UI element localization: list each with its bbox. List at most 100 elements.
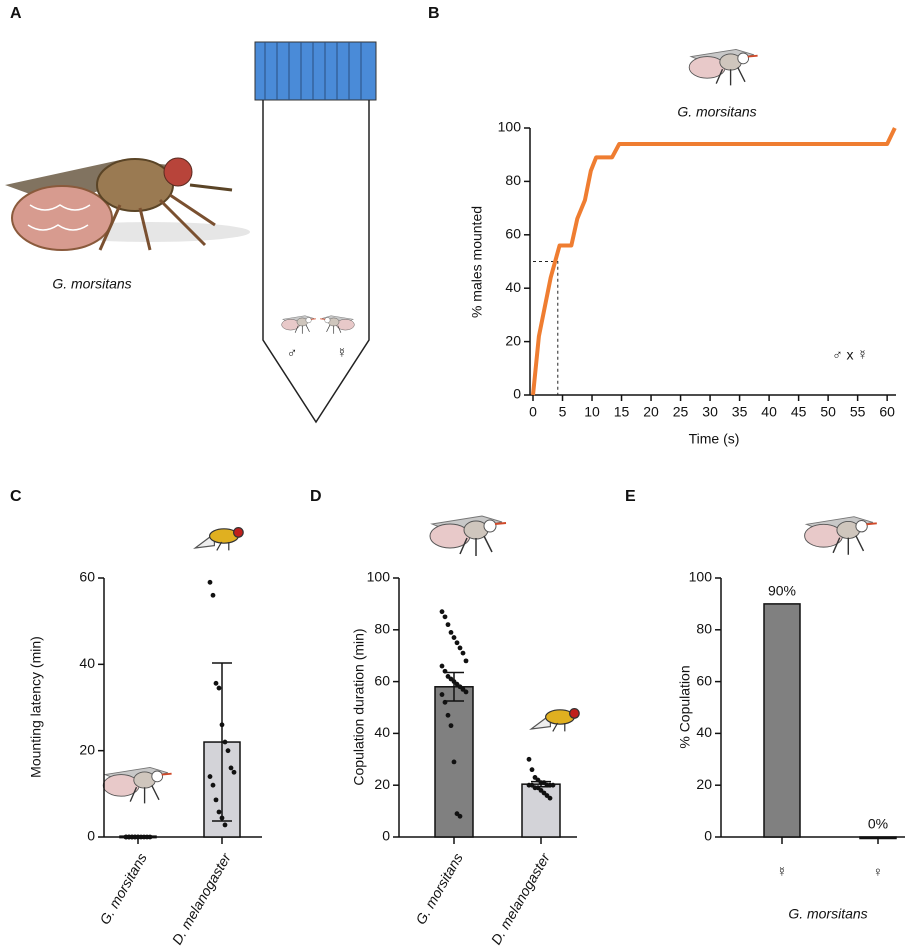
x-tick-label: D. melanogaster [488,849,554,947]
y-axis-label: Mounting latency (min) [28,636,44,778]
data-point [228,765,234,771]
caption: G. morsitans [52,276,131,292]
panel-label: B [428,5,440,22]
data-point [439,609,445,615]
data-point [445,622,451,628]
y-axis-label: Copulation duration (min) [351,628,367,785]
data-point [219,815,225,821]
x-axis-label: G. morsitans [788,906,867,922]
error-bar [212,662,232,822]
data-point [448,629,454,635]
x-tick-label: ☿ [777,864,788,880]
data-point [547,795,553,801]
y-tick-label: 20 [79,741,95,757]
data-point [231,769,237,775]
x-tick-label: D. melanogaster [169,849,235,947]
data-point [439,663,445,669]
x-tick-label: 40 [761,404,777,420]
x-tick-label: 15 [614,404,630,420]
y-tick-label: 80 [696,621,712,637]
data-point [222,739,228,745]
y-tick-label: 40 [374,724,390,740]
y-tick-label: 20 [696,776,712,792]
data-point [526,756,532,762]
x-axis-label: Time (s) [689,431,740,447]
data-point [460,650,466,656]
data-point [225,748,231,754]
x-tick-label: 0 [529,404,537,420]
y-tick-label: 0 [513,386,521,402]
panel-label: C [10,488,22,505]
y-tick-label: 0 [382,828,390,844]
data-point [463,658,469,664]
data-point [457,813,463,819]
data-point [439,692,445,697]
data-point [451,635,457,640]
data-point [213,680,219,686]
data-point [216,809,222,815]
x-tick-label: G. morsitans [96,850,150,927]
y-tick-label: 80 [505,172,521,188]
y-tick-label: 20 [505,332,521,348]
panel-label: A [10,5,22,22]
y-axis-label: % Copulation [677,665,693,748]
x-tick-label: 20 [643,404,659,420]
x-tick-label: 35 [732,404,748,420]
y-tick-label: 40 [696,724,712,740]
x-tick-label: ♀ [873,864,884,880]
y-tick-label: 20 [374,776,390,792]
data-point [210,592,216,598]
data-point [451,759,457,765]
y-tick-label: 100 [689,569,713,585]
sex-symbol: ♂ [287,345,298,361]
panel-label: E [625,488,636,505]
y-tick-label: 60 [505,226,521,242]
panel-label: D [310,488,322,505]
bar [521,783,561,838]
line [531,127,897,396]
data-point [529,767,535,773]
data-point [445,712,451,718]
data-point [222,822,228,828]
fly-photo [5,157,250,251]
data-point [454,640,460,646]
reference-line [533,261,559,395]
x-tick-label: 50 [820,404,836,420]
data-point [442,668,448,674]
x-tick-label: 30 [702,404,718,420]
y-tick-label: 60 [696,672,712,688]
y-tick-label: 100 [498,119,522,135]
annotation: ♂ x ☿ [832,347,868,363]
tube [254,41,377,424]
data-point [442,699,448,705]
data-point [147,834,153,840]
y-tick-label: 60 [374,672,390,688]
x-tick-label: 60 [879,404,895,420]
x-tick-label: 10 [584,404,600,420]
sex-symbol: ☿ [337,345,348,361]
data-point [216,685,222,691]
data-point [207,579,213,585]
x-tick-label: G. morsitans [412,850,466,927]
data-point [210,782,216,788]
error-bar [444,671,464,702]
data-point [457,645,463,651]
value-label: 0% [868,816,888,832]
data-point [442,614,448,620]
y-tick-label: 40 [505,279,521,295]
x-tick-label: 45 [791,404,807,420]
data-point [207,774,213,779]
chart-title: G. morsitans [677,104,756,120]
data-point [550,782,556,788]
y-tick-label: 60 [79,569,95,585]
x-tick-label: 5 [559,404,567,420]
y-tick-label: 40 [79,655,95,671]
value-label: 90% [768,583,796,599]
y-tick-label: 100 [367,569,391,585]
bar [763,603,801,838]
data-point [219,722,225,728]
y-tick-label: 0 [704,828,712,844]
x-tick-label: 25 [673,404,689,420]
y-tick-label: 80 [374,621,390,637]
